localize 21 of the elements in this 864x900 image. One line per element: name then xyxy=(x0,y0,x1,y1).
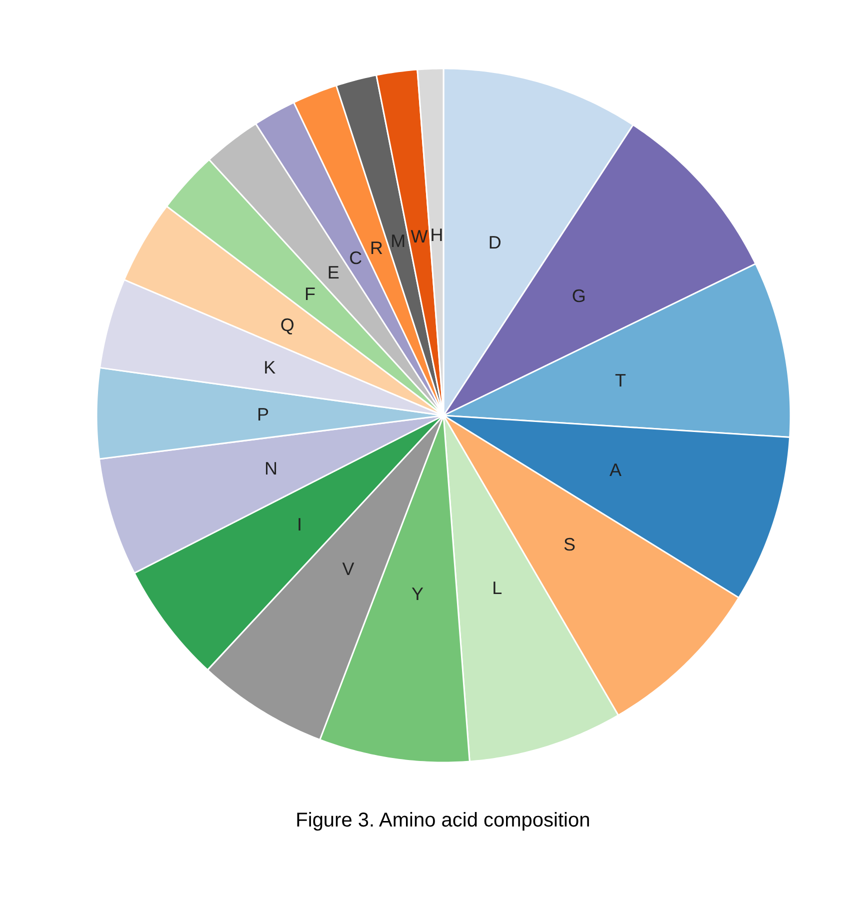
slice-label: Y xyxy=(412,584,424,604)
slice-label: F xyxy=(304,284,316,304)
slice-label: A xyxy=(609,460,622,480)
slice-label: W xyxy=(410,226,428,247)
slice-label: N xyxy=(264,458,278,479)
caption: Figure 3. Amino acid composition xyxy=(296,810,590,832)
slice-label: L xyxy=(492,578,502,598)
slice-label: Q xyxy=(280,315,294,336)
slice-label: P xyxy=(257,404,270,424)
slice-label: D xyxy=(488,232,502,253)
slice-label: H xyxy=(430,225,444,246)
slice-label: T xyxy=(615,370,626,391)
slice-label: M xyxy=(390,230,406,251)
slice-label: I xyxy=(297,514,302,534)
slice-label: C xyxy=(349,248,362,268)
slice-label: V xyxy=(342,558,354,579)
slice-label: S xyxy=(563,534,576,555)
slice-label: E xyxy=(327,262,340,283)
slice-label: R xyxy=(370,238,384,258)
slice-label: G xyxy=(572,286,586,306)
slice-label: K xyxy=(264,357,276,378)
